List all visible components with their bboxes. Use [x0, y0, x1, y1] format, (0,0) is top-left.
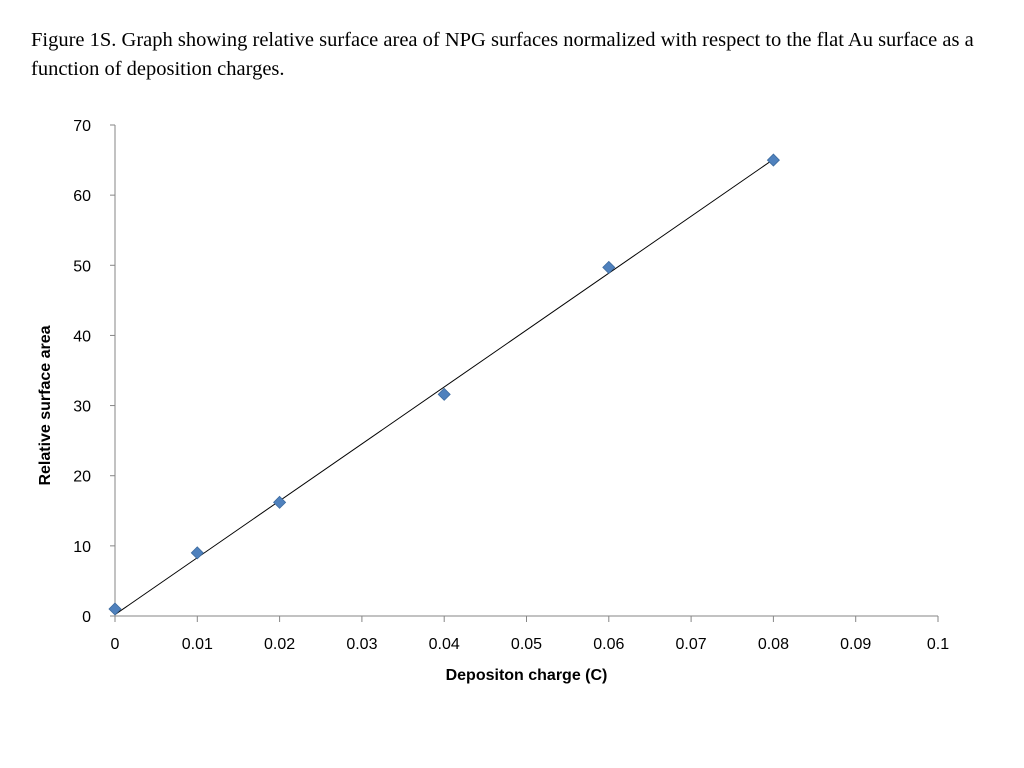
data-point: [437, 387, 451, 401]
y-tick-label: 30: [73, 399, 91, 416]
data-point: [602, 260, 616, 274]
y-tick-label: 60: [73, 188, 91, 205]
y-axis-title: Relative surface area: [37, 325, 54, 485]
axes: [114, 125, 938, 617]
y-tick-label: 40: [73, 328, 91, 345]
y-tick-label: 20: [73, 469, 91, 486]
trendline: [114, 158, 774, 616]
x-tick-label: 0.02: [264, 636, 295, 653]
y-tick-label: 50: [73, 258, 91, 275]
x-tick-label: 0.03: [346, 636, 377, 653]
x-tick-label: 0.05: [511, 636, 542, 653]
data-point: [190, 546, 204, 560]
x-tick-label: 0: [111, 636, 120, 653]
x-tick-label: 0.1: [927, 636, 949, 653]
data-point: [273, 495, 287, 509]
y-tick-label: 10: [73, 539, 91, 556]
x-axis-ticks: 0 0.01 0.02 0.03 0.04 0.05 0.06 0.07 0.08 0.09 0.1: [111, 616, 949, 653]
data-point: [108, 602, 122, 616]
x-tick-label: 0.07: [676, 636, 707, 653]
trendline-group: [114, 158, 774, 616]
x-tick-label: 0.01: [182, 636, 213, 653]
x-tick-label: 0.09: [840, 636, 871, 653]
data-point: [766, 153, 780, 167]
x-tick-label: 0.04: [429, 636, 460, 653]
y-axis-ticks: 0 10 20 30 40 50 60 70: [73, 118, 115, 626]
figure-caption: Figure 1S. Graph showing relative surfac…: [31, 29, 974, 80]
x-tick-label: 0.08: [758, 636, 789, 653]
x-axis-title: Depositon charge (C): [446, 667, 608, 684]
y-tick-label: 70: [73, 118, 91, 135]
x-tick-label: 0.06: [593, 636, 624, 653]
y-tick-label: 0: [82, 609, 91, 626]
data-points: [108, 153, 780, 616]
